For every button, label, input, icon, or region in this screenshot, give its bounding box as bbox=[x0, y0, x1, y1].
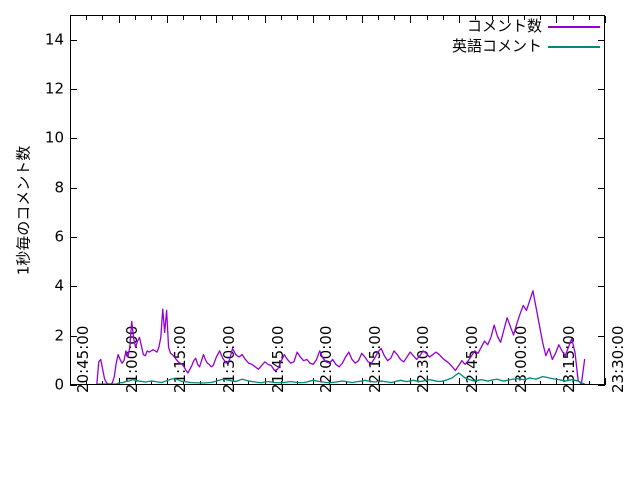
y-tick-mark bbox=[70, 335, 77, 337]
x-tick-mark bbox=[507, 378, 509, 385]
y-tick-label: 8 bbox=[54, 178, 64, 197]
x-tick-mark-minor-top bbox=[442, 16, 444, 20]
x-tick-mark-minor bbox=[394, 381, 396, 385]
y-tick-mark bbox=[70, 187, 77, 189]
y-axis: 0 2 4 6 8 10 12 14 bbox=[0, 0, 64, 480]
x-tick-mark bbox=[556, 378, 558, 385]
y-tick-mark bbox=[70, 89, 77, 90]
x-tick-mark-minor bbox=[102, 381, 104, 385]
x-tick-mark-top bbox=[313, 16, 315, 23]
x-tick-mark-minor-top bbox=[183, 16, 185, 20]
y-tick-label: 12 bbox=[44, 79, 64, 98]
y-tick-mark-right bbox=[598, 89, 605, 90]
series-line-english-comment bbox=[97, 373, 585, 384]
x-tick-mark-top bbox=[215, 16, 217, 23]
y-tick-mark-right bbox=[598, 335, 605, 337]
x-tick-mark-minor-top bbox=[248, 16, 250, 20]
legend-item: コメント数 bbox=[435, 16, 600, 36]
y-tick-mark-right bbox=[598, 187, 605, 189]
series-canvas bbox=[71, 16, 604, 384]
x-tick-mark-minor bbox=[345, 381, 347, 385]
x-tick-mark-minor bbox=[151, 381, 153, 385]
x-tick-mark-minor bbox=[86, 381, 88, 385]
x-tick-mark-top bbox=[167, 16, 169, 23]
y-tick-mark bbox=[70, 286, 77, 288]
x-tick-mark-minor bbox=[232, 381, 234, 385]
y-tick-label: 4 bbox=[54, 276, 64, 295]
x-tick-mark-minor-top bbox=[345, 16, 347, 20]
x-tick-mark-minor bbox=[183, 381, 185, 385]
x-tick-mark-minor bbox=[588, 381, 590, 385]
x-tick-mark-minor bbox=[491, 381, 493, 385]
x-tick-mark-minor-top bbox=[199, 16, 201, 20]
y-tick-label: 6 bbox=[54, 227, 64, 246]
x-tick-mark-top bbox=[410, 16, 412, 23]
x-tick-mark-minor-top bbox=[86, 16, 88, 20]
x-tick-mark-minor bbox=[248, 381, 250, 385]
y-tick-mark-right bbox=[598, 39, 605, 41]
x-tick-mark bbox=[459, 378, 461, 385]
legend: コメント数英語コメント bbox=[435, 16, 600, 58]
x-tick-mark-minor-top bbox=[151, 16, 153, 20]
x-tick-mark-minor-top bbox=[475, 16, 477, 20]
x-tick-mark-minor-top bbox=[491, 16, 493, 20]
x-tick-mark bbox=[118, 378, 120, 385]
x-tick-mark-minor-top bbox=[232, 16, 234, 20]
x-tick-mark-minor-top bbox=[134, 16, 136, 20]
x-tick-mark bbox=[167, 378, 169, 385]
y-tick-label: 14 bbox=[44, 30, 64, 49]
series-line-comment-count bbox=[97, 291, 585, 384]
x-tick-mark-top bbox=[605, 16, 606, 23]
x-tick-mark-top bbox=[118, 16, 120, 23]
legend-color-swatch bbox=[548, 26, 600, 28]
x-tick-mark-top bbox=[361, 16, 363, 23]
x-tick-mark-minor bbox=[134, 381, 136, 385]
legend-label: コメント数 bbox=[466, 17, 542, 35]
x-tick-mark-minor-top bbox=[394, 16, 396, 20]
y-tick-mark-right bbox=[598, 138, 605, 140]
y-tick-mark bbox=[70, 138, 77, 140]
x-tick-mark-minor bbox=[442, 381, 444, 385]
x-tick-mark-minor bbox=[426, 381, 428, 385]
x-tick-mark-minor-top bbox=[280, 16, 282, 20]
x-tick-mark-minor-top bbox=[102, 16, 104, 20]
x-tick-mark-minor bbox=[378, 381, 380, 385]
x-tick-mark-top bbox=[264, 16, 266, 23]
x-tick-mark bbox=[605, 378, 606, 385]
x-tick-mark-top bbox=[556, 16, 558, 23]
x-tick-mark-top bbox=[459, 16, 461, 23]
x-tick-mark-minor bbox=[540, 381, 542, 385]
y-tick-mark bbox=[70, 385, 77, 386]
x-tick-mark-minor-top bbox=[329, 16, 331, 20]
y-tick-mark-right bbox=[598, 286, 605, 288]
y-tick-label: 0 bbox=[54, 375, 64, 394]
y-tick-mark bbox=[70, 39, 77, 41]
x-tick-label: 23:30:00 bbox=[609, 325, 627, 393]
y-tick-label: 2 bbox=[54, 326, 64, 345]
x-tick-mark-minor bbox=[523, 381, 525, 385]
y-tick-mark-right bbox=[598, 385, 605, 386]
x-tick-mark bbox=[313, 378, 315, 385]
plot-area bbox=[70, 15, 605, 385]
x-tick-mark-minor-top bbox=[296, 16, 298, 20]
x-tick-mark-minor-top bbox=[378, 16, 380, 20]
y-tick-label: 10 bbox=[44, 128, 64, 147]
legend-label: 英語コメント bbox=[451, 37, 542, 55]
x-tick-mark-top bbox=[507, 16, 509, 23]
x-tick-mark-minor-top bbox=[540, 16, 542, 20]
legend-item: 英語コメント bbox=[435, 36, 600, 56]
y-tick-mark-right bbox=[598, 237, 605, 238]
x-tick-mark-minor bbox=[572, 381, 574, 385]
x-tick-mark-minor-top bbox=[588, 16, 590, 20]
x-tick-mark-minor-top bbox=[523, 16, 525, 20]
legend-color-swatch bbox=[548, 46, 600, 48]
x-tick-mark-minor-top bbox=[426, 16, 428, 20]
y-tick-mark bbox=[70, 237, 77, 238]
x-tick-mark-minor bbox=[475, 381, 477, 385]
x-tick-mark-minor-top bbox=[572, 16, 574, 20]
